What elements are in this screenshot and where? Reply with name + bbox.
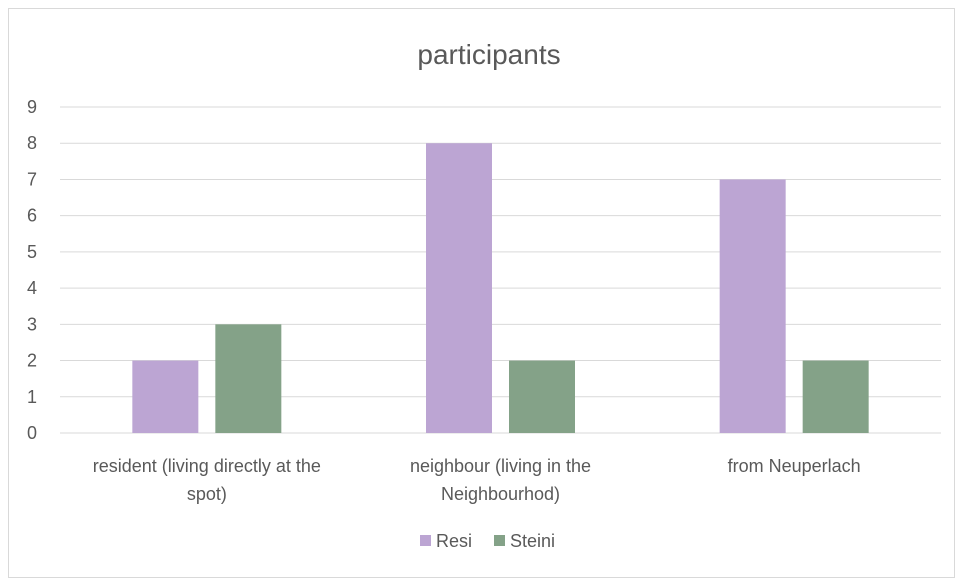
y-tick-label: 2 [27, 351, 37, 371]
category-label: spot) [187, 484, 227, 504]
legend-label-resi: Resi [436, 531, 472, 551]
bar-resi-1 [426, 143, 492, 433]
y-tick-label: 7 [27, 169, 37, 189]
y-tick-label: 0 [27, 423, 37, 443]
y-tick-label: 1 [27, 387, 37, 407]
chart-title: participants [417, 39, 560, 70]
y-axis-ticks: 0 1 2 3 4 5 6 7 8 9 [27, 97, 37, 443]
x-axis-categories: resident (living directly at the spot) nei… [93, 456, 861, 504]
chart-svg: participants 0 1 2 3 4 5 6 7 8 9 resident (living… [27, 39, 941, 551]
category-label: resident (living directly at the [93, 456, 321, 476]
bar-resi-0 [132, 360, 199, 433]
category-label: Neighbourhod) [441, 484, 560, 504]
legend: Resi Steini [420, 531, 555, 551]
y-tick-label: 8 [27, 133, 37, 153]
chart-frame: participants 0 1 2 3 4 5 6 7 8 9 resident (living… [8, 8, 955, 578]
bars [132, 143, 869, 433]
bar-resi-2 [719, 179, 786, 433]
bar-steini-0 [215, 324, 282, 433]
y-tick-label: 9 [27, 97, 37, 117]
y-tick-label: 6 [27, 206, 37, 226]
y-tick-label: 5 [27, 242, 37, 262]
bar-steini-2 [802, 360, 869, 433]
y-tick-label: 3 [27, 314, 37, 334]
legend-swatch-resi [420, 535, 431, 546]
gridlines [60, 106, 941, 434]
category-label: from Neuperlach [728, 456, 861, 476]
y-tick-label: 4 [27, 278, 37, 298]
legend-swatch-steini [494, 535, 505, 546]
bar-steini-1 [509, 360, 575, 433]
legend-label-steini: Steini [510, 531, 555, 551]
category-label: neighbour (living in the [410, 456, 591, 476]
